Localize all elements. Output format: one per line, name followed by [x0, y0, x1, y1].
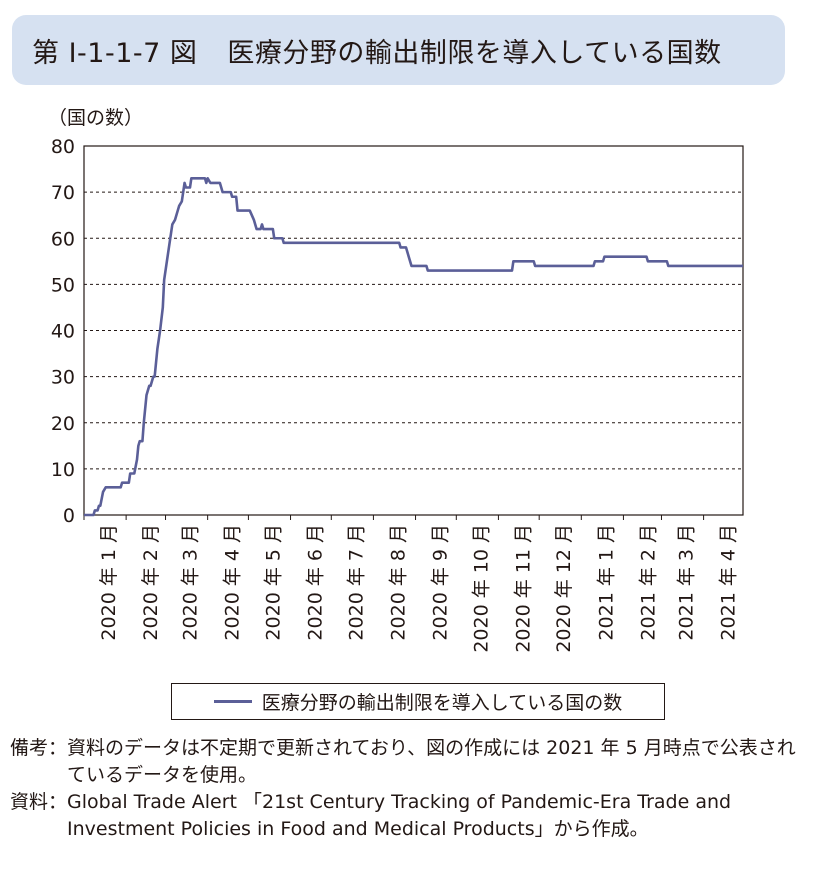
- figure-title: 医療分野の輸出制限を導入している国数: [227, 37, 722, 69]
- x-tick-label: 2020 年 8 月: [387, 524, 409, 641]
- y-tick-label: 30: [51, 367, 75, 389]
- chart-legend: 医療分野の輸出制限を導入している国の数: [171, 683, 665, 720]
- note-remarks-text: 資料のデータは不定期で更新されており、図の作成には 2021 年 5 月時点で公…: [67, 737, 796, 786]
- note-source-text: Global Trade Alert 「21st Century Trackin…: [67, 791, 732, 840]
- y-tick-label: 0: [63, 505, 75, 527]
- x-tick-label: 2020 年 3 月: [180, 524, 202, 641]
- x-tick-label: 2020 年 4 月: [222, 524, 244, 641]
- figure-title-banner: 第 Ⅰ-1-1-7 図 医療分野の輸出制限を導入している国数: [12, 15, 785, 85]
- plot-frame: [83, 145, 744, 516]
- x-tick-label: 2021 年 1 月: [595, 524, 617, 641]
- y-tick-label: 70: [51, 182, 75, 204]
- x-tick-label: 2020 年 10 月: [470, 524, 492, 653]
- notes-section: 備考： 資料のデータは不定期で更新されており、図の作成には 2021 年 5 月…: [10, 735, 805, 843]
- y-tick-label: 20: [51, 413, 75, 435]
- x-tick-label: 2020 年 12 月: [553, 524, 575, 653]
- x-tick-label: 2020 年 11 月: [512, 524, 534, 653]
- x-tick-label: 2021 年 2 月: [637, 524, 659, 641]
- x-tick-label: 2020 年 9 月: [430, 524, 452, 641]
- y-tick-label: 50: [51, 274, 75, 296]
- x-tick-label: 2020 年 1 月: [98, 524, 120, 641]
- x-tick-label: 2020 年 7 月: [345, 524, 367, 641]
- x-tick-label: 2020 年 6 月: [305, 524, 327, 641]
- series-line-0: [84, 176, 743, 517]
- line-chart: 0 10 20 30 40 50 60 70 80 2020 年 1 月 2020 年 2 月 202…: [51, 136, 744, 653]
- y-tick-label: 80: [51, 136, 75, 158]
- x-tick-label: 2020 年 5 月: [262, 524, 284, 641]
- x-tick-label: 2020 年 2 月: [140, 524, 162, 641]
- note-remarks: 備考： 資料のデータは不定期で更新されており、図の作成には 2021 年 5 月…: [10, 735, 805, 789]
- y-tick-label: 60: [51, 228, 75, 250]
- legend-swatch: [213, 700, 252, 703]
- y-tick-label: 10: [51, 459, 75, 481]
- y-axis-unit-label: （国の数）: [48, 107, 144, 129]
- legend-label: 医療分野の輸出制限を導入している国の数: [261, 692, 623, 714]
- figure-number: 第 Ⅰ-1-1-7 図: [32, 37, 198, 69]
- x-tick-label: 2021 年 4 月: [718, 524, 740, 641]
- note-source-head: 資料：: [10, 791, 68, 813]
- note-remarks-head: 備考：: [10, 737, 68, 759]
- x-tick-label: 2021 年 3 月: [675, 524, 697, 641]
- y-tick-label: 40: [51, 321, 75, 343]
- note-source: 資料： Global Trade Alert 「21st Century Tra…: [10, 789, 805, 843]
